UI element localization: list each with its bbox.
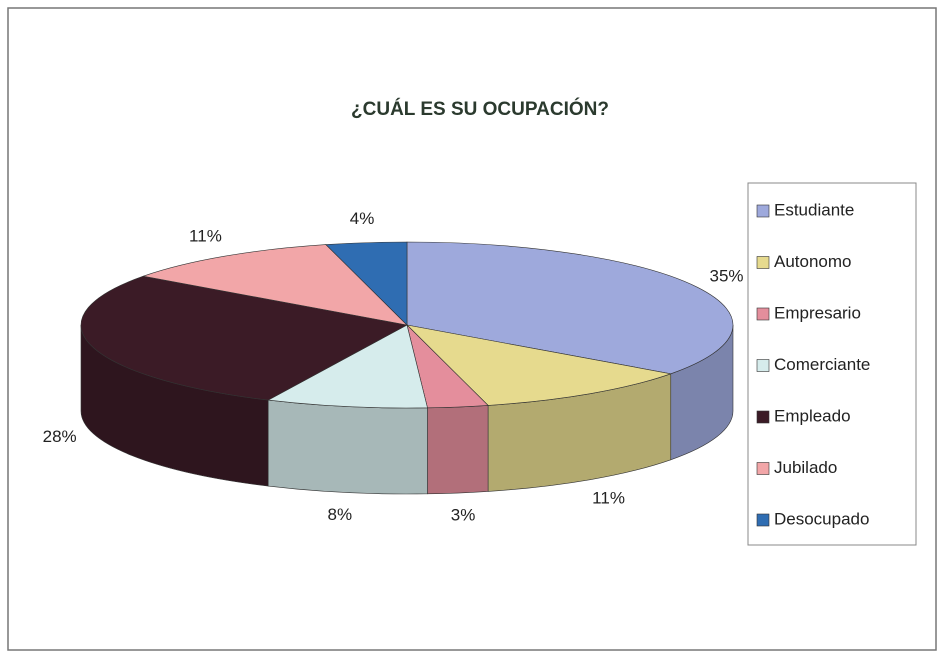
data-label: 35%: [709, 266, 743, 285]
legend-label: Desocupado: [774, 509, 869, 528]
legend-label: Estudiante: [774, 200, 854, 219]
pie-slice: [406, 324, 672, 406]
pie-side: [427, 405, 489, 495]
data-label: 11%: [592, 488, 625, 507]
legend-swatch: [756, 204, 770, 218]
pie-slice: [406, 241, 734, 375]
pie-slice: [325, 241, 408, 326]
legend-label: Empresario: [774, 303, 861, 322]
pie-slice: [267, 324, 428, 409]
data-label: 11%: [189, 227, 222, 246]
chart-title: ¿CUÁL ES SU OCUPACIÓN?: [351, 98, 609, 120]
legend-box: [747, 182, 917, 546]
data-label: 28%: [43, 427, 77, 446]
legend-label: Empleado: [774, 406, 851, 425]
legend-swatch: [756, 513, 770, 527]
legend-swatch: [756, 359, 770, 372]
data-label: 4%: [350, 209, 375, 228]
legend-label: Jubilado: [774, 458, 837, 477]
pie-side: [267, 399, 428, 495]
data-label: 3%: [451, 505, 476, 524]
pie-slice: [142, 244, 408, 326]
data-label: 8%: [328, 505, 353, 524]
pie-slice: [80, 275, 408, 401]
legend-label: Comerciante: [774, 355, 870, 374]
legend-swatch: [756, 256, 770, 269]
legend-swatch: [756, 410, 770, 424]
legend-swatch: [756, 462, 770, 475]
legend-label: Autonomo: [774, 252, 852, 271]
legend-swatch: [756, 307, 770, 321]
